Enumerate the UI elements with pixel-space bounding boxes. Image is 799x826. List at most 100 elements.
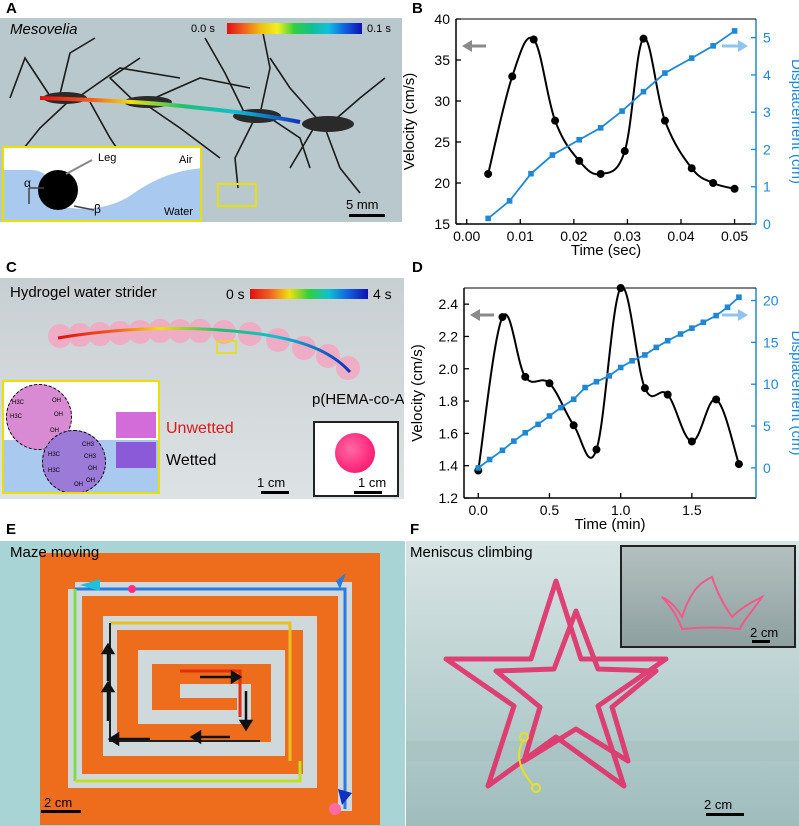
chart-b-displacement-point [506,198,513,204]
chart-b-displacement-point [662,70,668,76]
hydrogel-strider-illustration [48,319,360,380]
panel-c-title: Hydrogel water strider [10,284,157,301]
panel-f-inset: 2 cm [620,545,796,648]
chart-d-displacement-point [617,364,624,371]
panel-a-time-start: 0.0 s [191,23,215,35]
panel-c-inset-scale-bar [354,491,382,494]
hydrogel-disc-inset [313,421,399,497]
chart-b-displacement-point [731,28,738,34]
chart-d-y2-tick-label: 20 [763,293,779,309]
panel-c-time-colorbar [250,289,368,299]
chart-d-displacement-point [629,357,635,364]
chart-d-velocity-point [592,445,601,454]
chart-d-displacement-point [486,456,493,463]
chart-d-displacement-point [606,373,613,379]
panel-f-inset-scale-bar [752,640,770,643]
panel-a-photo: Mesovelia 0.0 s 0.1 s Leg Air α β Water … [0,18,402,222]
molecule-wetted-circle [42,430,106,492]
chart-d-y-tick-label: 2.2 [439,328,459,344]
chart-d-x-tick-label: 0.0 [469,502,489,518]
chart-d-displacement-point [653,344,660,351]
panel-f-photo: Meniscus climbing 2 cm 2 cm [406,541,799,826]
chart-d-displacement-point [700,319,707,326]
chart-b-y-tick-label: 15 [434,216,450,232]
chart-b-left-arrow-head [462,40,472,52]
chart-d-displacement-point [475,465,482,471]
panel-b-chart: 0.00 0.01 0.02 0.03 0.04 0.051520253035400123… [402,11,799,259]
inset-leg-label: Leg [98,152,117,164]
panel-d-chart: 0.0 0.5 1.0 1.5 1.2 1.4 1.6 1.8 2.0 2.2 2.4 0 5 10 15 2… [409,284,799,533]
chart-d-x-tick-label: 1.5 [682,502,702,518]
chart-b-x-tick-label: 0.03 [614,228,641,244]
chart-b-velocity-point [484,169,493,178]
chart-b-x-tick-label: 0.02 [560,228,587,244]
chart-d-y-tick-label: 1.4 [439,458,459,474]
panel-c-photo: Hydrogel water strider 0 s 4 s H3C H3C O… [0,278,404,499]
chart-d-y2-tick-label: 10 [763,376,779,392]
chart-d-displacement-point [558,404,564,411]
chart-d-displacement-point [593,378,600,385]
chart-b-x-tick-label: 0.01 [507,228,534,244]
mol-label: H3C [48,468,61,474]
chart-b-displacement-point [576,136,583,143]
unwetted-label: Unwetted [166,420,234,437]
chart-d-y-label: Velocity (cm/s) [409,344,426,442]
chart-b-displacement-point [688,55,695,61]
chart-d-velocity-point [521,372,530,381]
chart-b-velocity-point [709,179,718,187]
panel-b-letter: B [412,0,423,17]
chart-b-y2-tick-label: 2 [763,141,771,157]
panel-e-photo: Maze moving 2 cm [0,541,405,826]
chart-b-y2-tick-label: 0 [763,216,771,232]
maze-illustration [40,553,380,825]
chart-d-y-tick-label: 2.4 [439,296,459,312]
chart-b-y-tick-label: 30 [434,93,450,109]
chart-b-x-label: Time (sec) [571,242,641,259]
chart-d-y-tick-label: 1.2 [439,490,459,506]
chart-d-displacement-point [570,396,577,403]
chart-b-y2-label: Displacement (cm) [788,59,799,184]
chart-d-displacement-point [677,331,684,337]
material-label: p(HEMA-co-AA) [312,391,404,408]
chart-b-x-tick-label: 0.05 [721,228,748,244]
chart-d-displacement-line [477,296,740,469]
chart-b-velocity-point [660,116,669,125]
chart-b-right-arrow-head [738,40,748,52]
chart-d-x-tick-label: 1.0 [611,502,631,518]
chart-d-displacement-point [582,384,588,391]
chart-d-displacement-point [724,304,731,311]
mol-label: CH3 [82,442,95,448]
panel-a-scale-bar [349,214,385,217]
meniscus-illustration [406,578,799,793]
chart-d-displacement-point [535,421,541,428]
inset-alpha-label: α [24,176,31,190]
chart-d-displacement-point [522,429,529,436]
wetted-label: Wetted [166,452,217,469]
chart-d-displacement-point [642,352,648,358]
chart-d-x-tick-label: 0.5 [540,502,560,518]
panel-d-letter: D [412,259,423,276]
panel-c-scale-label: 1 cm [257,475,286,490]
panel-a-scale-label: 5 mm [346,197,379,212]
chart-b-velocity-point [687,164,696,173]
mol-label: OH [86,478,95,484]
panel-c-time-start: 0 s [226,286,245,302]
chart-b-y-tick-label: 35 [434,52,450,68]
panel-a-letter: A [6,0,17,17]
panel-f-title: Meniscus climbing [410,544,533,561]
chart-d-velocity-line [477,286,740,471]
chart-d-y2-tick-label: 15 [763,334,779,350]
chart-d-displacement-point [664,337,671,344]
mol-label: H3C [12,400,25,406]
panel-e-scale-label: 2 cm [44,795,73,810]
mol-label: H3C [10,414,23,420]
panel-f-inset-scale-label: 2 cm [750,625,779,640]
chart-d-displacement-point [511,438,517,444]
inset-air-label: Air [179,154,193,166]
water-strider-illustration [9,27,386,207]
chart-d-displacement-point [689,325,695,331]
hydrogel-disc [335,433,375,473]
chart-d-displacement-point [713,312,719,319]
panel-a-time-colorbar [227,23,362,34]
panel-a-time-end: 0.1 s [367,23,391,35]
